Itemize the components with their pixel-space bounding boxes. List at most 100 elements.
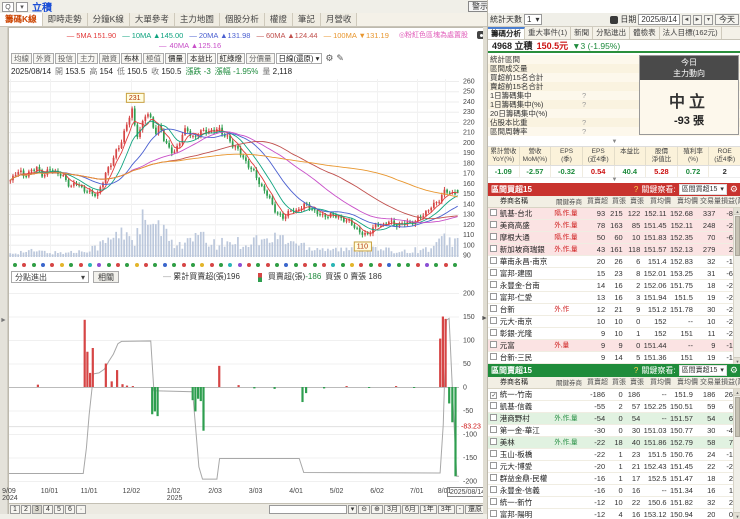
table-row[interactable]: 元大-南京 10 10 0 152 -- 10 -2 — [488, 316, 734, 328]
tab-大單參考[interactable]: 大單參考 — [129, 13, 175, 26]
today-button[interactable]: 今天 — [715, 14, 739, 25]
row-checkbox[interactable] — [488, 437, 500, 449]
toolbar-button-紅綠燈[interactable]: 紅綠燈 — [216, 53, 245, 64]
broker-name[interactable]: 富邦-陽明 — [499, 509, 533, 519]
table-row[interactable]: 台新-三民 9 14 5 151.36 151 19 -1 — [488, 352, 734, 364]
scroll-up-icon[interactable]: ▲ — [734, 208, 740, 215]
broker-name[interactable]: 群益金鼎-民權 — [499, 473, 548, 483]
checkbox-icon[interactable] — [490, 401, 498, 409]
zoom-out-icon[interactable]: ⊖ — [358, 504, 371, 514]
reset-range-button[interactable]: 還原 — [465, 504, 485, 514]
toolbar-button-均線[interactable]: 均線 — [11, 53, 32, 64]
tab-籌碼K線[interactable]: 籌碼K線 — [0, 13, 43, 26]
table-row[interactable]: 永豐金-台南 14 16 2 152.06 151.75 18 -2 — [488, 280, 734, 292]
gear-icon[interactable]: ⚙ — [325, 53, 334, 63]
help-icon[interactable]: ? — [633, 366, 639, 375]
broker-name[interactable]: 美商高盛 — [499, 220, 530, 230]
sell-key-select[interactable]: 區間賣超15 ▾ — [678, 365, 727, 376]
row-checkbox[interactable] — [488, 509, 500, 519]
scroll-down-icon[interactable]: ▼ — [734, 357, 740, 364]
toolbar-button-本益比[interactable]: 本益比 — [187, 53, 216, 64]
row-checkbox[interactable] — [488, 449, 500, 461]
right-tab-分點進出[interactable]: 分點進出 — [593, 27, 631, 39]
search-icon[interactable]: Q — [2, 1, 14, 12]
row-checkbox[interactable] — [488, 340, 500, 352]
date-prev-button[interactable]: ◄ — [682, 14, 691, 25]
table-row[interactable]: 富邦-陽明 -12 4 16 153.12 150.94 20 0 — [488, 509, 734, 519]
broker-name[interactable]: 富邦-仁愛 — [499, 292, 533, 302]
table-row[interactable]: 華南永昌-南京 20 26 6 151.4 152.83 32 -1 — [488, 256, 734, 268]
gear-icon[interactable]: ⚙ — [729, 365, 738, 375]
broker-name[interactable]: 港商野村 — [499, 413, 530, 423]
row-checkbox[interactable] — [488, 208, 500, 220]
broker-name[interactable]: 統一-新竹 — [499, 497, 533, 507]
row-checkbox[interactable] — [488, 268, 500, 280]
zoom-in-icon[interactable]: ⊕ — [371, 504, 384, 514]
table-row[interactable]: 美商高盛 外,作,量 78 163 85 151.45 152.11 248 -2 — [488, 220, 734, 232]
sell-table-scrollbar[interactable]: ▲ ▼ — [733, 389, 740, 519]
caret-icon[interactable]: ▾ — [16, 1, 28, 12]
right-tab-法人目標(162元)[interactable]: 法人目標(162元) — [660, 27, 722, 39]
table-row[interactable]: 富邦-建國 15 23 8 152.01 153.25 31 -6 — [488, 268, 734, 280]
page-button-3[interactable]: 3 — [32, 504, 42, 514]
table-row[interactable]: 富邦-仁愛 13 16 3 151.94 151.5 19 -2 — [488, 292, 734, 304]
checkbox-icon[interactable] — [490, 328, 498, 336]
checkbox-icon[interactable] — [490, 461, 498, 469]
row-checkbox[interactable] — [488, 413, 500, 425]
gear-icon[interactable]: ⚙ — [729, 184, 738, 194]
checkbox-icon[interactable] — [490, 485, 498, 493]
pane-splitter[interactable]: ► — [481, 27, 488, 514]
row-checkbox[interactable] — [488, 485, 500, 497]
checkbox-icon[interactable] — [490, 268, 498, 276]
buy-table-scrollbar[interactable]: ▲ ▼ — [733, 208, 740, 364]
candlestick-chart[interactable] — [9, 77, 488, 261]
tab-筆記[interactable]: 筆記 — [292, 13, 321, 26]
toolbar-button-布林[interactable]: 布林 — [121, 53, 142, 64]
scroll-down-icon[interactable]: ▼ — [734, 512, 740, 519]
checkbox-icon[interactable] — [490, 208, 498, 216]
tab-月營收[interactable]: 月營收 — [320, 13, 358, 26]
page-button-2[interactable]: 2 — [21, 504, 31, 514]
row-checkbox[interactable] — [488, 220, 500, 232]
broker-name[interactable]: 富邦-建國 — [499, 268, 533, 278]
broker-name[interactable]: 摩根大通 — [499, 232, 530, 242]
related-button[interactable]: 相關 — [93, 270, 119, 283]
lock-icon[interactable] — [610, 15, 619, 24]
range-button-6月[interactable]: 6月 — [401, 504, 419, 514]
table-row[interactable]: 彰銀-光隆 9 10 1 152 151 11 -2 — [488, 328, 734, 340]
broker-name[interactable]: 華南永昌-南京 — [499, 256, 548, 266]
toolbar-button-極值[interactable]: 極值 — [143, 53, 164, 64]
checkbox-icon[interactable] — [490, 425, 498, 433]
toolbar-button-投信[interactable]: 投信 — [55, 53, 76, 64]
page-button-6[interactable]: 6 — [65, 504, 75, 514]
broker-name[interactable]: 永豐金-信義 — [499, 485, 540, 495]
range-button-3年[interactable]: 3年 — [437, 504, 455, 514]
broker-name[interactable]: 元大-博愛 — [499, 461, 533, 471]
table-row[interactable]: 群益金鼎-民權 -16 1 17 152.5 151.47 18 2 — [488, 473, 734, 485]
tab-權證[interactable]: 權證 — [264, 13, 293, 26]
broker-name[interactable]: 凱基-台北 — [499, 208, 533, 218]
table-row[interactable]: 凱基-信義 -55 2 57 152.25 150.51 59 6 — [488, 401, 734, 413]
tab-主力地圖[interactable]: 主力地圖 — [174, 13, 220, 26]
scroll-thumb[interactable] — [735, 216, 740, 256]
checkbox-icon[interactable] — [490, 352, 498, 360]
scroll-thumb[interactable] — [735, 397, 740, 437]
broker-name[interactable]: 凱基-信義 — [499, 401, 533, 411]
broker-name[interactable]: 元大-南京 — [499, 316, 533, 326]
checkbox-icon[interactable] — [490, 509, 498, 517]
broker-name[interactable]: 元富 — [499, 340, 515, 350]
broker-name[interactable]: 新加坡商瑞銀 — [499, 244, 545, 254]
row-checkbox[interactable] — [488, 461, 500, 473]
row-checkbox[interactable] — [488, 256, 500, 268]
broker-name[interactable]: 台新-三民 — [499, 352, 533, 362]
checkbox-icon[interactable] — [490, 292, 498, 300]
row-checkbox[interactable]: ✓ — [488, 389, 500, 401]
collapse-left-icon[interactable]: ► — [0, 317, 7, 324]
toolbar-button-分價量[interactable]: 分價量 — [246, 53, 275, 64]
tab-即時走勢[interactable]: 即時走勢 — [42, 13, 88, 26]
checkbox-icon[interactable] — [490, 280, 498, 288]
stat-days-select[interactable]: 1 ▾ — [524, 14, 543, 25]
table-row[interactable]: 美林 外,作,量 -22 18 40 151.86 152.79 58 7 — [488, 437, 734, 449]
checkbox-icon[interactable] — [490, 340, 498, 348]
right-tab-籌碼分析[interactable]: 籌碼分析 — [488, 27, 525, 39]
